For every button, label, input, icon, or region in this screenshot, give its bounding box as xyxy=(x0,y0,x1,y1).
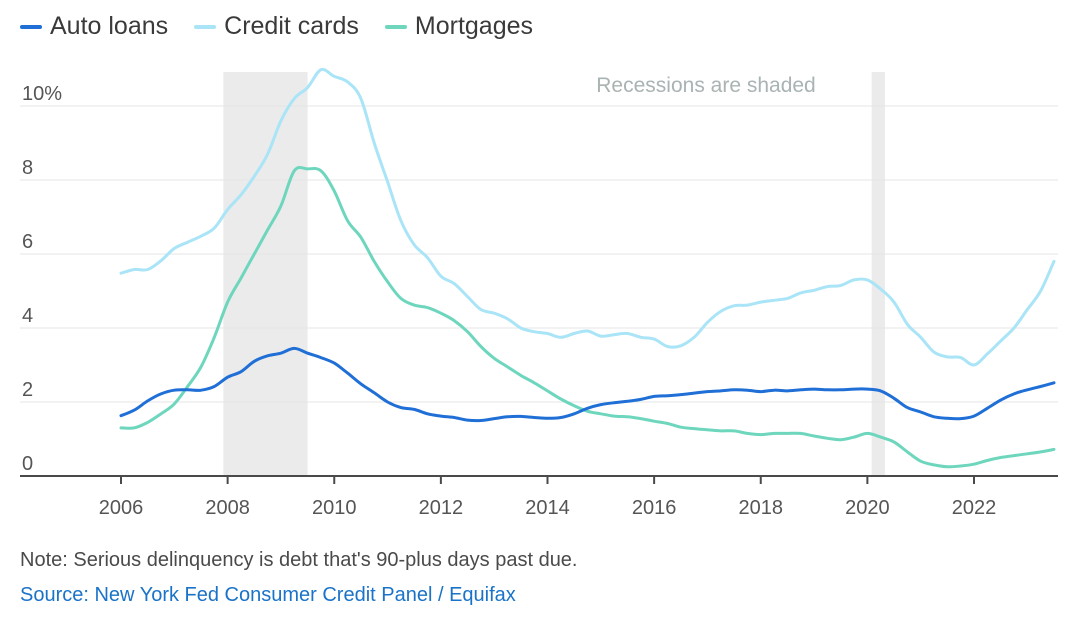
x-tick-label: 2014 xyxy=(525,497,570,519)
recession-shading xyxy=(223,72,885,476)
x-tick-label: 2022 xyxy=(952,497,997,519)
legend-swatch-auto-loans xyxy=(20,24,42,29)
legend-item-auto-loans: Auto loans xyxy=(20,12,168,41)
x-tick-label: 2008 xyxy=(205,497,250,519)
series-line-credit-cards xyxy=(119,67,1056,367)
legend-item-credit-cards: Credit cards xyxy=(194,12,359,41)
source-link[interactable]: Source: New York Fed Consumer Credit Pan… xyxy=(20,584,516,606)
recession-band xyxy=(223,72,308,476)
legend-item-mortgages: Mortgages xyxy=(384,12,534,41)
recession-band xyxy=(871,72,885,476)
x-tick-label: 2016 xyxy=(632,497,677,519)
y-tick-label: 8 xyxy=(22,157,33,179)
grid-lines xyxy=(20,105,1058,477)
x-tick-label: 2010 xyxy=(312,497,357,519)
x-tick-label: 2012 xyxy=(419,497,464,519)
legend-swatch-credit-cards xyxy=(194,24,217,29)
recession-label: Recessions are shaded xyxy=(596,74,815,97)
legend-swatch-mortgages xyxy=(384,24,407,29)
x-tick-label: 2020 xyxy=(845,497,890,519)
y-axis-ticks: 0 2 4 6 8 10% xyxy=(22,83,62,475)
y-tick-label: 0 xyxy=(22,453,33,475)
y-tick-label: 10% xyxy=(22,83,62,105)
x-axis-ticks: 2006 2008 2010 2012 2014 2016 2018 2020 2022 xyxy=(99,476,997,519)
y-tick-label: 2 xyxy=(22,379,33,401)
series-lines xyxy=(119,67,1056,469)
y-tick-label: 4 xyxy=(22,305,33,327)
footnote: Note: Serious delinquency is debt that's… xyxy=(20,549,578,571)
legend-label-mortgages: Mortgages xyxy=(414,12,534,40)
line-chart: 0 2 4 6 8 10% 2006 2008 2010 2012 2014 2016 2018 202… xyxy=(20,67,1058,519)
x-tick-label: 2006 xyxy=(99,497,144,519)
legend-label-credit-cards: Credit cards xyxy=(224,12,359,40)
x-tick-label: 2018 xyxy=(739,497,784,519)
legend-label-auto-loans: Auto loans xyxy=(50,12,169,40)
series-line-auto-loans xyxy=(119,346,1056,423)
y-tick-label: 6 xyxy=(22,231,33,253)
chart-legend: Auto loans Credit cards Mortgages xyxy=(20,12,533,41)
series-line-mortgages xyxy=(119,165,1056,469)
